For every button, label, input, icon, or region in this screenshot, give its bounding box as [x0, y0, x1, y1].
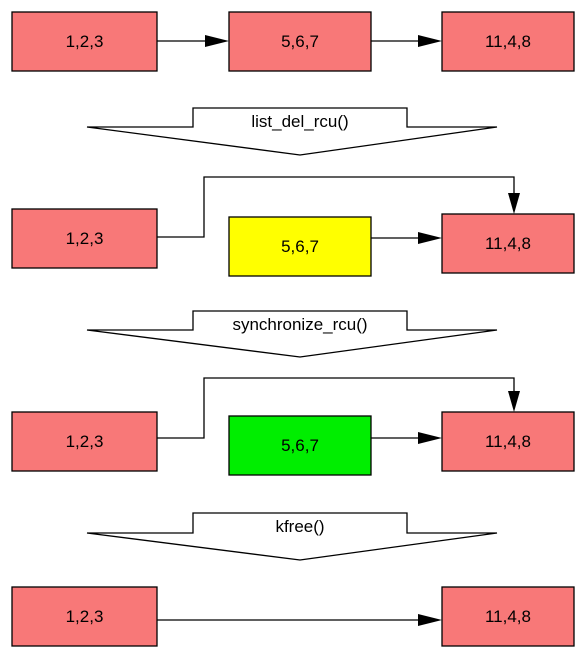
link-b-to-c-arrowhead: [418, 232, 442, 244]
node-5-6-7-safe: [228, 415, 372, 476]
step-label-synchronize-rcu: synchronize_rcu(): [232, 315, 367, 334]
node-11-4-8-label: 11,4,8: [485, 32, 531, 51]
node-11-4-8-label: 11,4,8: [485, 234, 531, 253]
node-5-6-7-label: 5,6,7: [281, 32, 319, 51]
step-arrow-shape: [86, 310, 498, 358]
node-5-6-7-label: 5,6,7: [281, 436, 319, 455]
node-11-4-8: [441, 586, 575, 647]
link-a-bypass-to-c: [157, 176, 515, 238]
node-1-2-3: [11, 586, 158, 647]
node-1-2-3-label: 1,2,3: [66, 607, 104, 626]
step-arrow-shape: [86, 512, 498, 561]
node-1-2-3-label: 1,2,3: [66, 432, 104, 451]
link-a-bypass-to-c: [157, 377, 515, 439]
link-a-to-c-arrowhead: [418, 614, 442, 626]
step-label-list-del-rcu: list_del_rcu(): [251, 112, 348, 131]
node-11-4-8: [441, 11, 575, 72]
step-label-kfree: kfree(): [275, 517, 324, 536]
node-11-4-8: [441, 213, 575, 274]
node-1-2-3-label: 1,2,3: [66, 32, 104, 51]
link-a-bypass-arrowhead: [508, 391, 520, 412]
row-after-list-del: 1,2,3 5,6,7 11,4,8: [11, 176, 575, 277]
step-arrow-list-del-rcu: list_del_rcu(): [86, 107, 498, 156]
node-1-2-3-label: 1,2,3: [66, 229, 104, 248]
link-b-to-c-arrowhead: [418, 432, 442, 444]
row-initial: 1,2,3 5,6,7 11,4,8: [11, 11, 575, 72]
link-b-to-c-arrowhead: [418, 35, 442, 47]
node-5-6-7-removed: [228, 216, 372, 277]
node-11-4-8: [441, 411, 575, 472]
node-1-2-3: [11, 208, 158, 269]
node-11-4-8-label: 11,4,8: [485, 432, 531, 451]
row-after-synchronize: 1,2,3 5,6,7 11,4,8: [11, 377, 575, 476]
node-11-4-8-label: 11,4,8: [485, 607, 531, 626]
row-after-kfree: 1,2,3 11,4,8: [11, 586, 575, 647]
link-a-bypass-arrowhead: [508, 193, 520, 214]
node-1-2-3: [11, 11, 158, 72]
step-arrow-shape: [86, 107, 498, 156]
node-5-6-7-label: 5,6,7: [281, 237, 319, 256]
node-5-6-7: [228, 11, 372, 72]
step-arrow-kfree: kfree(): [86, 512, 498, 561]
node-1-2-3: [11, 411, 158, 472]
step-arrow-synchronize-rcu: synchronize_rcu(): [86, 310, 498, 358]
link-a-to-b-arrowhead: [205, 35, 229, 47]
